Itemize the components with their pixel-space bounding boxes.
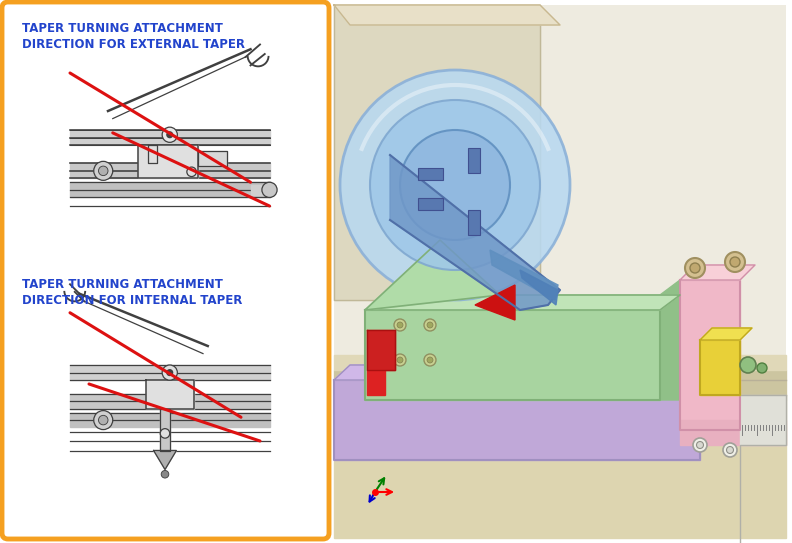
- Circle shape: [725, 252, 745, 272]
- Circle shape: [757, 363, 767, 373]
- Circle shape: [98, 166, 108, 175]
- Bar: [334, 5, 786, 538]
- Circle shape: [696, 441, 703, 449]
- Polygon shape: [70, 365, 269, 380]
- Circle shape: [397, 357, 403, 363]
- Circle shape: [262, 182, 277, 198]
- Polygon shape: [700, 328, 752, 340]
- Circle shape: [167, 132, 173, 137]
- Polygon shape: [520, 270, 558, 305]
- Circle shape: [162, 365, 177, 380]
- Circle shape: [723, 443, 737, 457]
- Circle shape: [726, 446, 733, 453]
- Polygon shape: [148, 145, 158, 163]
- Polygon shape: [740, 395, 786, 445]
- Polygon shape: [680, 420, 786, 445]
- Circle shape: [427, 357, 433, 363]
- Polygon shape: [334, 365, 715, 380]
- Circle shape: [162, 470, 169, 478]
- Circle shape: [730, 257, 740, 267]
- Circle shape: [370, 100, 540, 270]
- Polygon shape: [154, 451, 177, 470]
- Polygon shape: [70, 182, 269, 198]
- Bar: [418, 198, 443, 210]
- Polygon shape: [367, 330, 395, 370]
- Polygon shape: [490, 250, 558, 300]
- Circle shape: [685, 258, 705, 278]
- Circle shape: [394, 319, 406, 331]
- Polygon shape: [660, 280, 680, 400]
- Circle shape: [162, 127, 177, 142]
- Polygon shape: [250, 185, 269, 194]
- Circle shape: [427, 322, 433, 328]
- Polygon shape: [475, 285, 515, 320]
- Bar: [468, 148, 480, 173]
- Polygon shape: [334, 370, 786, 400]
- Circle shape: [394, 354, 406, 366]
- Polygon shape: [334, 5, 560, 25]
- Bar: [418, 168, 443, 180]
- Circle shape: [690, 263, 700, 273]
- Circle shape: [340, 70, 570, 300]
- Circle shape: [400, 130, 510, 240]
- Polygon shape: [70, 163, 269, 179]
- Polygon shape: [334, 380, 700, 460]
- Circle shape: [160, 428, 169, 438]
- Circle shape: [424, 354, 436, 366]
- Polygon shape: [160, 409, 169, 451]
- Circle shape: [167, 370, 173, 375]
- Circle shape: [187, 167, 196, 176]
- Text: TAPER TURNING ATTACHMENT: TAPER TURNING ATTACHMENT: [22, 278, 223, 291]
- Circle shape: [693, 438, 707, 452]
- Circle shape: [93, 161, 112, 180]
- Circle shape: [93, 411, 112, 430]
- Polygon shape: [680, 280, 740, 430]
- Polygon shape: [334, 355, 786, 370]
- Circle shape: [424, 319, 436, 331]
- Text: DIRECTION FOR INTERNAL TAPER: DIRECTION FOR INTERNAL TAPER: [22, 294, 242, 307]
- Polygon shape: [146, 380, 193, 409]
- Polygon shape: [365, 295, 680, 310]
- Text: DIRECTION FOR EXTERNAL TAPER: DIRECTION FOR EXTERNAL TAPER: [22, 38, 245, 51]
- Polygon shape: [365, 310, 660, 400]
- Text: TAPER TURNING ATTACHMENT: TAPER TURNING ATTACHMENT: [22, 22, 223, 35]
- FancyBboxPatch shape: [2, 2, 329, 539]
- Polygon shape: [70, 413, 269, 427]
- Circle shape: [740, 357, 756, 373]
- Polygon shape: [70, 130, 269, 145]
- Polygon shape: [334, 5, 540, 300]
- Circle shape: [98, 415, 108, 425]
- Polygon shape: [198, 151, 227, 166]
- Polygon shape: [70, 394, 269, 409]
- Polygon shape: [680, 265, 755, 280]
- Circle shape: [397, 322, 403, 328]
- Polygon shape: [334, 400, 786, 538]
- Polygon shape: [700, 340, 740, 395]
- Polygon shape: [367, 370, 385, 395]
- Polygon shape: [139, 145, 198, 179]
- Polygon shape: [365, 240, 500, 310]
- Polygon shape: [390, 155, 560, 310]
- Bar: [468, 210, 480, 235]
